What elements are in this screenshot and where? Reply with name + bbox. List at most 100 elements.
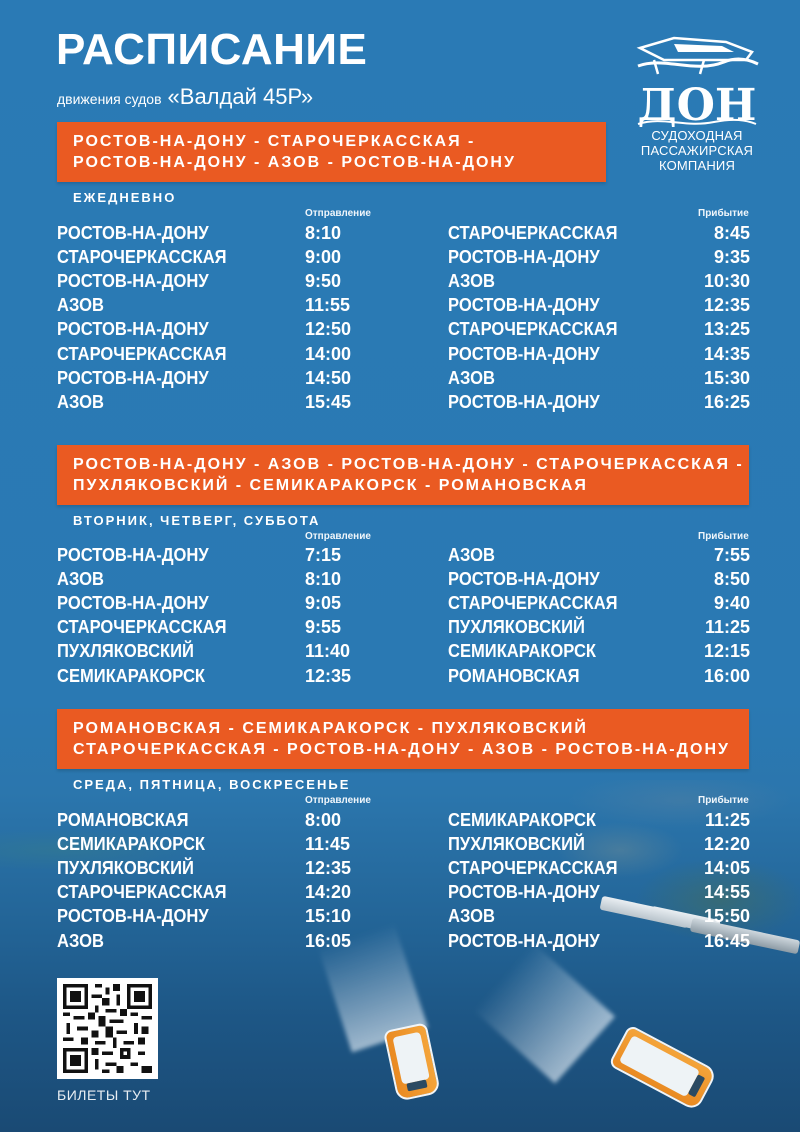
station-name: РОСТОВ-НА-ДОНУ <box>448 246 600 267</box>
tickets-label: БИЛЕТЫ ТУТ <box>57 1087 151 1103</box>
departures-table-3: РОМАНОВСКАЯ 8:00 СЕМИКАРАКОРСК 11:45 ПУХЛЯ… <box>57 808 375 953</box>
time-value: 13:25 <box>703 319 750 340</box>
logo-caption-3: КОМПАНИЯ <box>658 158 736 173</box>
table-row: АЗОВ 15:50 <box>448 905 750 929</box>
time-value: 15:45 <box>305 391 352 412</box>
departure-header-3: Отправление <box>305 795 371 806</box>
departures-table-1: РОСТОВ-НА-ДОНУ 8:10 СТАРОЧЕРКАССКАЯ 9:00 Р… <box>57 221 375 415</box>
time-value: 11:55 <box>305 295 351 316</box>
table-row: РОСТОВ-НА-ДОНУ 7:15 <box>57 543 375 567</box>
station-name: ПУХЛЯКОВСКИЙ <box>448 617 585 638</box>
table-row: АЗОВ 16:05 <box>57 929 375 953</box>
table-row: РОМАНОВСКАЯ 8:00 <box>57 808 375 832</box>
table-row: РОСТОВ-НА-ДОНУ 16:25 <box>448 390 750 414</box>
qr-code-icon[interactable] <box>57 978 158 1079</box>
background-embankment <box>420 780 800 980</box>
station-name: АЗОВ <box>448 270 495 291</box>
time-value: 14:00 <box>305 343 352 364</box>
time-value: 16:45 <box>703 930 750 951</box>
table-row: СЕМИКАРАКОРСК 11:25 <box>448 808 750 832</box>
station-name: АЗОВ <box>57 295 104 316</box>
station-name: АЗОВ <box>448 906 495 927</box>
time-value: 9:05 <box>305 592 342 613</box>
time-value: 12:20 <box>703 833 750 854</box>
time-value: 8:45 <box>713 222 750 243</box>
time-value: 14:20 <box>305 882 352 903</box>
station-name: РОМАНОВСКАЯ <box>448 665 580 686</box>
route-banner-3: РОМАНОВСКАЯ - СЕМИКАРАКОРСК - ПУХЛЯКОВСК… <box>57 709 749 769</box>
route-line: РОСТОВ-НА-ДОНУ - АЗОВ - РОСТОВ-НА-ДОНУ <box>73 154 516 171</box>
table-row: СЕМИКАРАКОРСК 11:45 <box>57 832 375 856</box>
station-name: АЗОВ <box>448 544 495 565</box>
station-name: РОСТОВ-НА-ДОНУ <box>57 222 209 243</box>
arrivals-table-1: СТАРОЧЕРКАССКАЯ 8:45 РОСТОВ-НА-ДОНУ 9:35 А… <box>448 221 750 415</box>
station-name: РОСТОВ-НА-ДОНУ <box>448 391 600 412</box>
days-label-1: ЕЖЕДНЕВНО <box>73 190 177 205</box>
logo-caption-2: ПАССАЖИРСКАЯ <box>640 143 754 158</box>
hydrofoil-logo-icon <box>636 36 759 75</box>
time-value: 14:50 <box>305 367 352 388</box>
time-value: 10:30 <box>703 270 750 291</box>
time-value: 15:10 <box>305 906 352 927</box>
time-value: 12:35 <box>305 857 352 878</box>
subtitle-prefix: движения судов <box>57 91 162 107</box>
table-row: СТАРОЧЕРКАССКАЯ 8:45 <box>448 221 750 245</box>
station-name: СТАРОЧЕРКАССКАЯ <box>448 319 618 340</box>
station-name: АЗОВ <box>57 391 104 412</box>
table-row: РОСТОВ-НА-ДОНУ 12:50 <box>57 318 375 342</box>
station-name: АЗОВ <box>57 930 104 951</box>
time-value: 7:15 <box>305 544 342 565</box>
station-name: РОСТОВ-НА-ДОНУ <box>57 592 209 613</box>
time-value: 9:40 <box>713 592 750 613</box>
route-line: РОСТОВ-НА-ДОНУ - АЗОВ - РОСТОВ-НА-ДОНУ -… <box>73 456 744 473</box>
route-banner-1: РОСТОВ-НА-ДОНУ - СТАРОЧЕРКАССКАЯ - РОСТО… <box>57 122 606 182</box>
table-row: СЕМИКАРАКОРСК 12:35 <box>57 664 375 688</box>
table-row: ПУХЛЯКОВСКИЙ 11:25 <box>448 616 750 640</box>
vessel-name: «Валдай 45Р» <box>167 84 314 109</box>
table-row: ПУХЛЯКОВСКИЙ 12:35 <box>57 856 375 880</box>
table-row: СТАРОЧЕРКАССКАЯ 14:00 <box>57 342 375 366</box>
route-line: РОСТОВ-НА-ДОНУ - СТАРОЧЕРКАССКАЯ - <box>73 133 476 150</box>
time-value: 14:05 <box>703 857 750 878</box>
station-name: РОСТОВ-НА-ДОНУ <box>448 343 600 364</box>
station-name: ПУХЛЯКОВСКИЙ <box>57 641 194 662</box>
time-value: 8:10 <box>305 568 342 589</box>
time-value: 14:55 <box>703 882 750 903</box>
station-name: ПУХЛЯКОВСКИЙ <box>57 857 194 878</box>
time-value: 8:50 <box>713 568 750 589</box>
time-value: 15:50 <box>703 906 750 927</box>
time-value: 16:00 <box>703 665 750 686</box>
time-value: 8:00 <box>305 809 342 830</box>
station-name: СТАРОЧЕРКАССКАЯ <box>57 246 227 267</box>
time-value: 12:35 <box>305 665 352 686</box>
time-value: 12:35 <box>703 295 750 316</box>
time-value: 11:40 <box>305 641 351 662</box>
station-name: РОСТОВ-НА-ДОНУ <box>57 367 209 388</box>
time-value: 14:35 <box>703 343 750 364</box>
station-name: АЗОВ <box>448 367 495 388</box>
station-name: СТАРОЧЕРКАССКАЯ <box>57 617 227 638</box>
background-shore <box>0 800 320 880</box>
station-name: ПУХЛЯКОВСКИЙ <box>448 833 585 854</box>
table-row: АЗОВ 15:30 <box>448 366 750 390</box>
time-value: 7:55 <box>713 544 750 565</box>
page-title: РАСПИСАНИЕ <box>56 25 368 74</box>
table-row: АЗОВ 15:45 <box>57 390 375 414</box>
days-label-2: ВТОРНИК, ЧЕТВЕРГ, СУББОТА <box>73 513 321 528</box>
arrivals-table-3: СЕМИКАРАКОРСК 11:25 ПУХЛЯКОВСКИЙ 12:20 СТА… <box>448 808 750 953</box>
station-name: РОСТОВ-НА-ДОНУ <box>448 930 600 951</box>
days-label-3: СРЕДА, ПЯТНИЦА, ВОСКРЕСЕНЬЕ <box>73 777 351 792</box>
station-name: РОМАНОВСКАЯ <box>57 809 189 830</box>
table-row: РОСТОВ-НА-ДОНУ 8:10 <box>57 221 375 245</box>
station-name: СЕМИКАРАКОРСК <box>448 641 597 662</box>
station-name: СТАРОЧЕРКАССКАЯ <box>448 857 618 878</box>
time-value: 12:50 <box>305 319 352 340</box>
time-value: 16:05 <box>305 930 352 951</box>
station-name: СЕМИКАРАКОРСК <box>57 665 206 686</box>
time-value: 9:50 <box>305 270 342 291</box>
table-row: СЕМИКАРАКОРСК 12:15 <box>448 640 750 664</box>
departure-header-2: Отправление <box>305 531 371 542</box>
arrival-header-2: Прибытие <box>698 531 749 542</box>
arrival-header-1: Прибытие <box>698 208 749 219</box>
table-row: АЗОВ 7:55 <box>448 543 750 567</box>
